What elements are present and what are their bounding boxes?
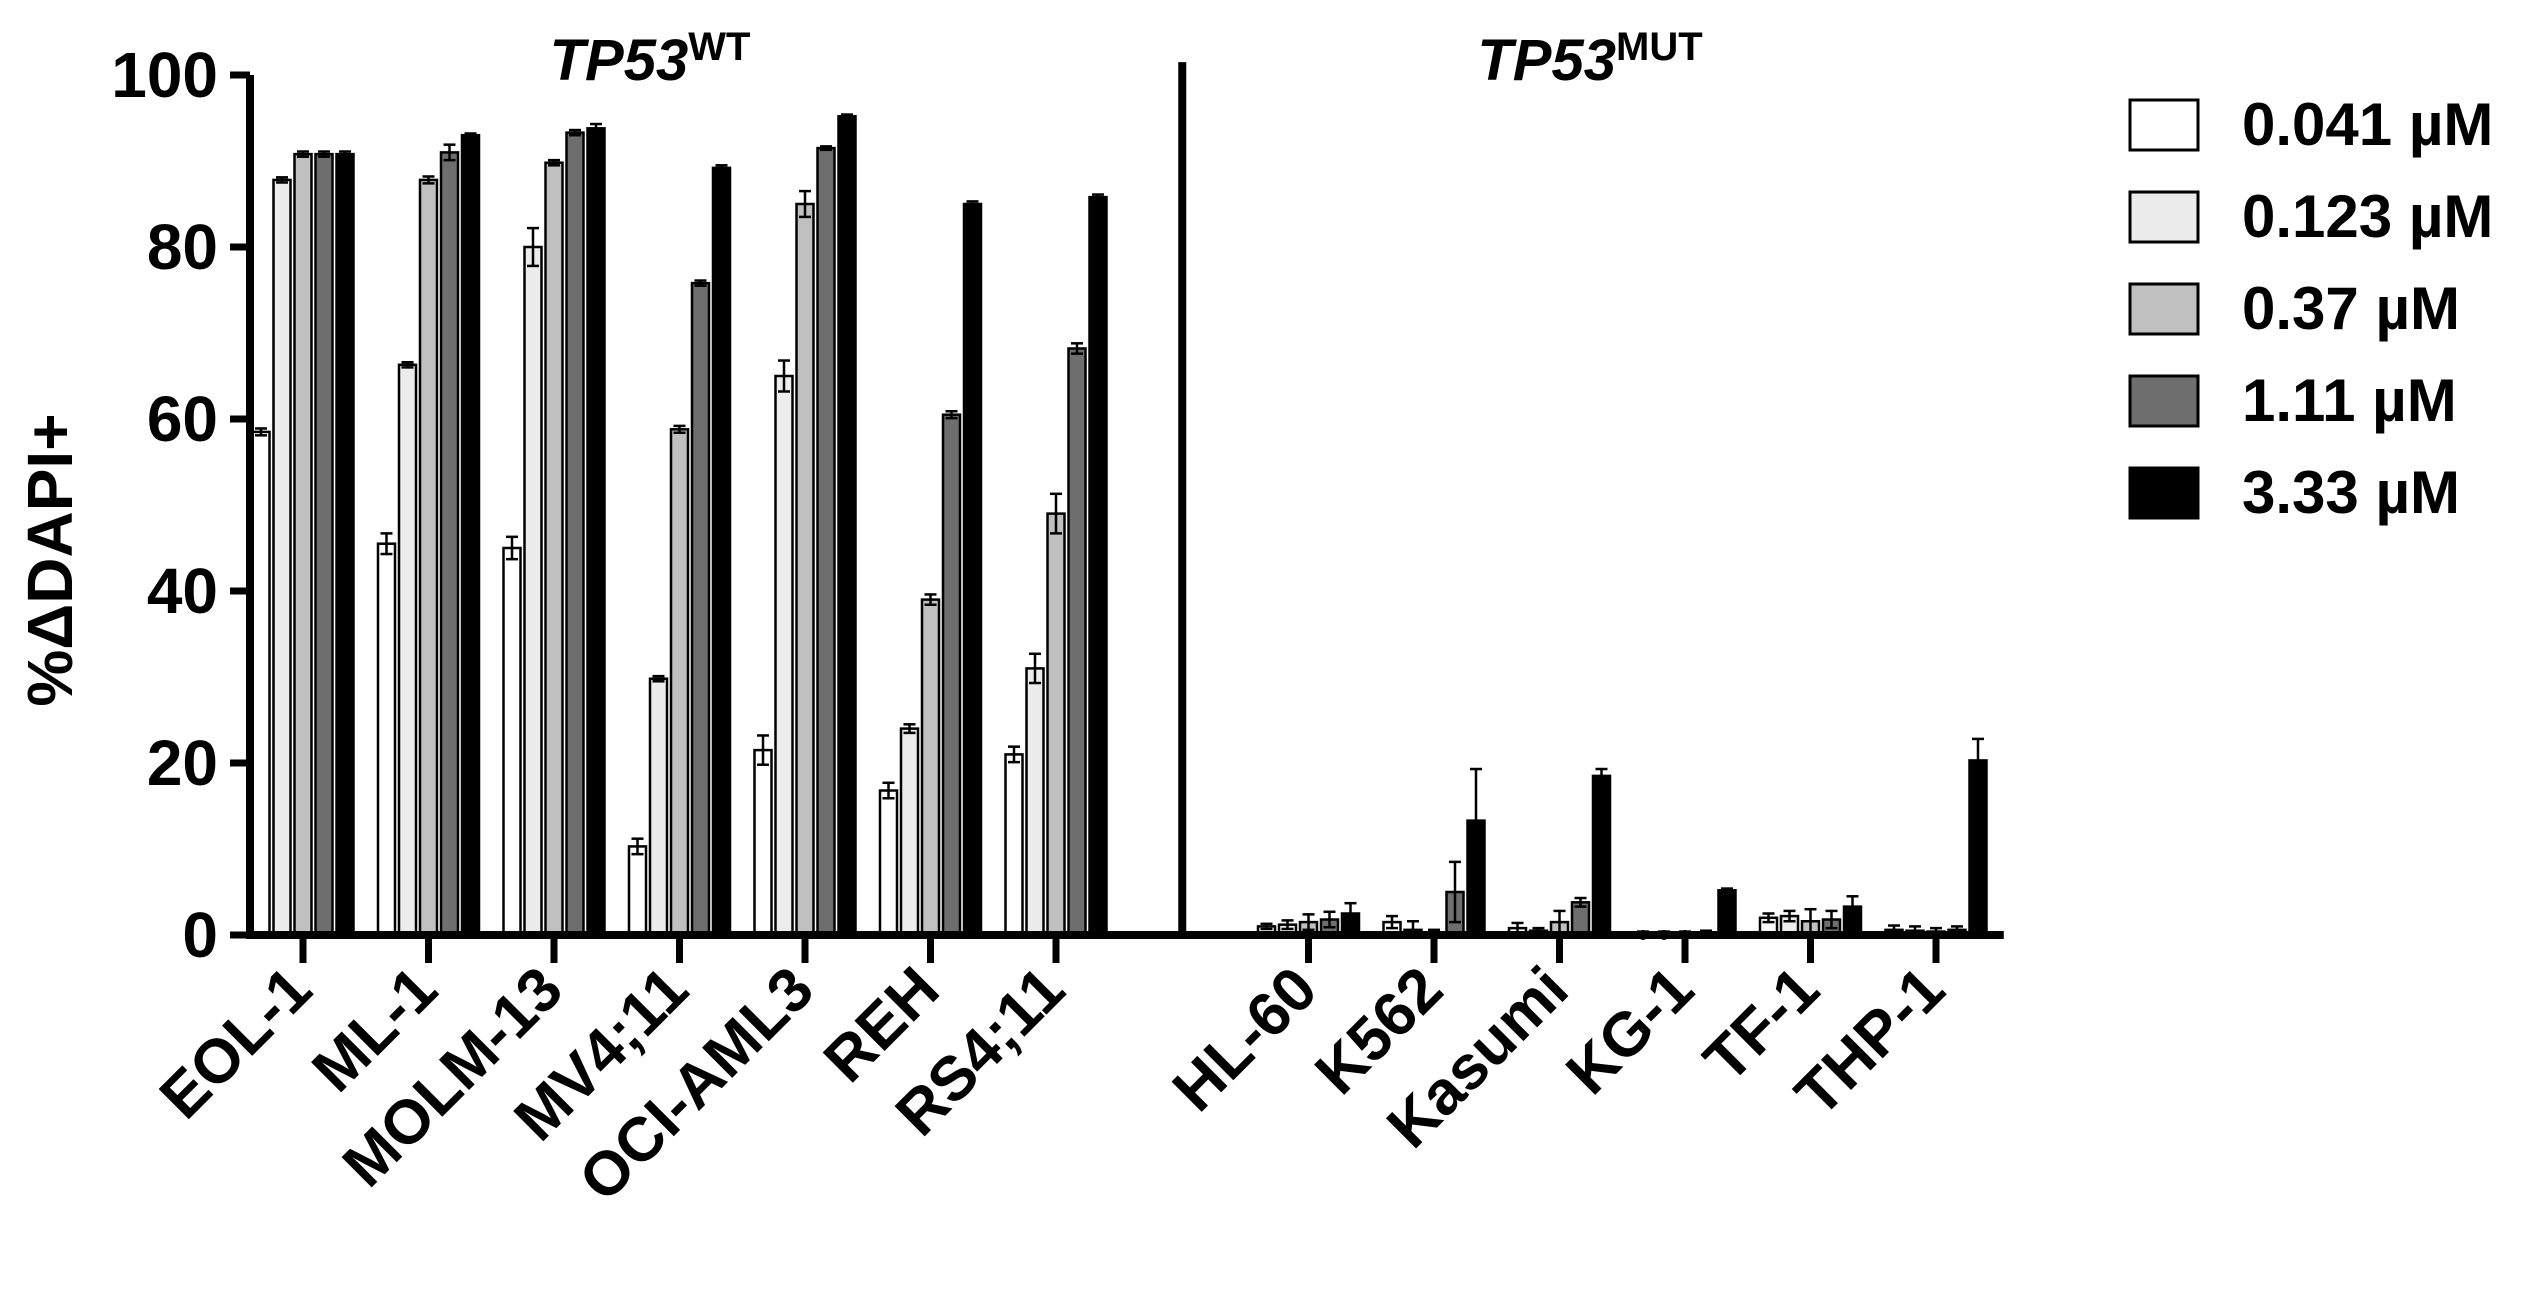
bar	[314, 152, 334, 937]
bar	[272, 178, 292, 937]
legend-label: 0.37 µM	[2242, 275, 2460, 342]
y-tick-label: 80	[147, 211, 218, 283]
y-ticks: 0 20 40 60 80 100	[111, 39, 250, 971]
group-label-wt-sup: WT	[688, 25, 750, 69]
bar	[837, 115, 857, 937]
bar	[502, 546, 522, 937]
group-labels: TP53WT TP53MUT	[550, 25, 1703, 93]
group-label-mut-main: TP53	[1477, 28, 1616, 93]
group-label-wt-main: TP53	[550, 28, 689, 93]
bar	[753, 748, 773, 937]
y-tick-label: 0	[182, 899, 218, 971]
group-label-wt: TP53WT	[550, 25, 751, 93]
bar	[1088, 195, 1108, 937]
bar	[1591, 774, 1612, 937]
bar	[586, 127, 606, 937]
bar	[418, 178, 439, 937]
legend-swatch	[2128, 466, 2200, 520]
legend-label: 1.11 µM	[2242, 367, 2457, 434]
legend-swatch	[2128, 190, 2200, 244]
y-axis: %ΔDAPI+ 0 20 40 60 80 100	[14, 39, 250, 971]
bar	[251, 430, 271, 937]
bar	[1046, 512, 1066, 937]
x-tick-label: KG-1	[1553, 954, 1707, 1108]
bar	[565, 131, 585, 937]
bars	[251, 113, 1988, 940]
legend-swatch	[2128, 374, 2200, 428]
bar	[1717, 889, 1737, 937]
bar	[711, 166, 732, 937]
bar	[523, 245, 543, 937]
bar	[648, 677, 669, 937]
y-axis-label: %ΔDAPI+	[14, 413, 86, 706]
bar	[544, 161, 564, 937]
bar	[962, 202, 983, 937]
legend-swatch	[2128, 98, 2200, 152]
bar	[1968, 759, 1988, 937]
bar	[1004, 753, 1024, 937]
bar	[795, 202, 815, 937]
bar	[1067, 347, 1087, 937]
legend-label: 0.123 µM	[2242, 183, 2493, 250]
bar	[627, 845, 648, 937]
legend-swatch	[2128, 282, 2200, 336]
axes	[246, 62, 2004, 939]
bar	[293, 152, 313, 937]
bar	[397, 363, 418, 937]
y-tick-label: 60	[147, 383, 218, 455]
group-label-mut: TP53MUT	[1477, 25, 1702, 93]
bar	[878, 789, 899, 937]
y-tick-label: 100	[111, 39, 218, 111]
y-tick-label: 40	[147, 555, 218, 627]
bar	[941, 413, 962, 937]
bar	[335, 152, 355, 937]
bar	[690, 281, 711, 937]
bar	[460, 133, 481, 937]
x-tick-label: HL-60	[1160, 954, 1331, 1125]
legend-label: 3.33 µM	[2242, 459, 2460, 526]
bar	[899, 727, 920, 937]
bar	[376, 542, 397, 937]
x-tick-label: EOL-1	[147, 954, 325, 1132]
bar	[1025, 667, 1045, 937]
bar	[439, 151, 460, 937]
bar	[774, 374, 794, 937]
bar	[669, 428, 690, 937]
bar	[920, 598, 941, 937]
group-label-mut-sup: MUT	[1616, 25, 1703, 69]
legend: 0.041 µM 0.123 µM 0.37 µM 1.11 µM 3.33 µM	[2128, 91, 2493, 526]
bar	[816, 146, 836, 937]
legend-label: 0.041 µM	[2242, 91, 2493, 158]
y-tick-label: 20	[147, 727, 218, 799]
